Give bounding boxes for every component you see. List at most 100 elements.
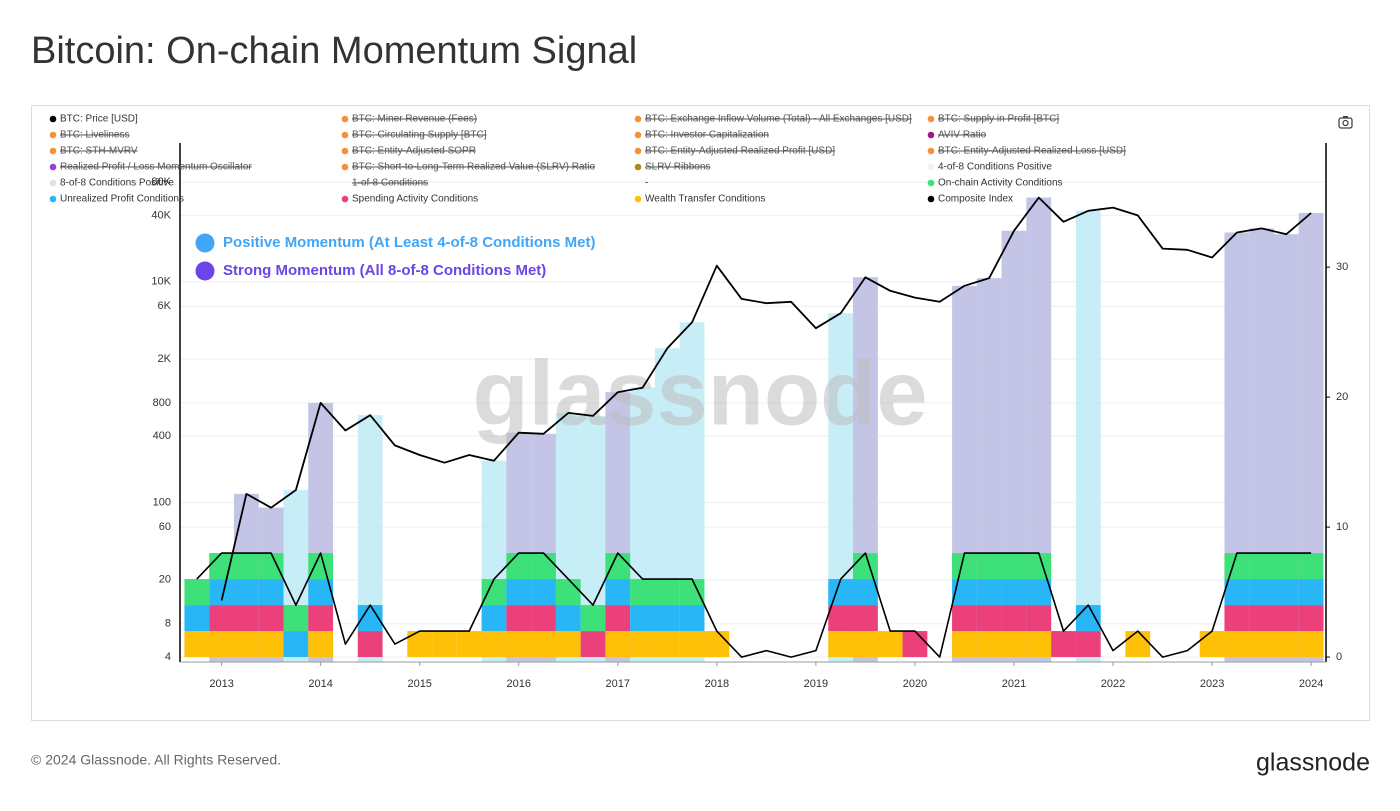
y-tick-label: 400: [153, 430, 171, 442]
condition-segment: [679, 605, 705, 632]
condition-segment: [481, 605, 507, 632]
condition-segment: [209, 605, 234, 632]
condition-segment: [1273, 579, 1299, 606]
momentum-band: [1076, 211, 1101, 662]
condition-segment: [654, 579, 680, 606]
y2-tick-label: 20: [1336, 391, 1348, 403]
legend-entry[interactable]: -: [645, 178, 648, 189]
legend-entry[interactable]: BTC: Entity-Adjusted Realized Loss [USD]: [938, 146, 1126, 157]
x-tick-label: 2024: [1299, 678, 1323, 690]
condition-segment: [1224, 631, 1250, 658]
legend-entry[interactable]: BTC: Exchange Inflow Volume (Total) - Al…: [645, 114, 912, 125]
legend-entry[interactable]: 8-of-8 Conditions Positive: [60, 178, 174, 189]
condition-segment: [976, 553, 1002, 580]
condition-segment: [976, 605, 1002, 632]
momentum-band: [1125, 215, 1150, 662]
legend-entry[interactable]: 4-of-8 Conditions Positive: [938, 162, 1052, 173]
condition-segment: [654, 631, 680, 658]
legend-swatch: [341, 163, 349, 171]
condition-segment: [1298, 631, 1324, 658]
legend-entry[interactable]: BTC: Entity-Adjusted SOPR: [352, 146, 476, 157]
condition-segment: [1224, 579, 1250, 606]
legend-entry[interactable]: BTC: STH-MVRV: [60, 146, 138, 157]
condition-segment: [952, 553, 977, 580]
legend-entry[interactable]: BTC: Short-to-Long-Term Realized Value (…: [352, 162, 596, 173]
legend-swatch: [49, 131, 57, 139]
x-tick-label: 2019: [804, 678, 828, 690]
legend-entry[interactable]: Spending Activity Conditions: [352, 194, 478, 205]
annotation: Strong Momentum (All 8-of-8 Conditions M…: [223, 262, 546, 279]
x-tick-label: 2014: [308, 678, 332, 690]
condition-segment: [531, 553, 556, 580]
legend-entry[interactable]: BTC: Supply in Profit [BTC]: [938, 114, 1059, 125]
legend-swatch: [634, 163, 642, 171]
y-tick-label: 10K: [151, 276, 171, 288]
legend-entry[interactable]: BTC: Price [USD]: [60, 114, 138, 125]
legend-entry[interactable]: 1-of-8 Conditions: [352, 178, 428, 189]
condition-segment: [506, 605, 532, 632]
footer: © 2024 Glassnode. All Rights Reserved.: [31, 752, 281, 768]
legend-entry[interactable]: Unrealized Profit Conditions: [60, 194, 184, 205]
x-tick-label: 2021: [1002, 678, 1026, 690]
legend-swatch: [927, 131, 935, 139]
x-tick-label: 2023: [1200, 678, 1224, 690]
condition-segment: [828, 605, 854, 632]
legend-entry[interactable]: Wealth Transfer Conditions: [645, 194, 765, 205]
watermark: glassnode: [472, 342, 927, 444]
x-tick-label: 2020: [903, 678, 927, 690]
y-tick-label: 2K: [158, 353, 172, 365]
legend-entry[interactable]: BTC: Miner Revenue (Fees): [352, 114, 477, 125]
legend-entry[interactable]: BTC: Entity-Adjusted Realized Profit [US…: [645, 146, 835, 157]
x-tick-label: 2017: [606, 678, 630, 690]
condition-segment: [283, 605, 309, 632]
y-tick-label: 4: [165, 651, 171, 663]
condition-segment: [1026, 553, 1052, 580]
condition-segment: [283, 631, 309, 658]
condition-segment: [605, 605, 631, 632]
condition-segment: [952, 579, 977, 606]
legend-entry[interactable]: SLRV Ribbons: [645, 162, 710, 173]
momentum-band: [927, 302, 952, 662]
condition-segment: [184, 631, 210, 658]
condition-segment: [308, 631, 334, 658]
condition-segment: [654, 605, 680, 632]
condition-segment: [1026, 605, 1052, 632]
condition-segment: [1273, 553, 1299, 580]
legend-swatch: [341, 115, 349, 123]
condition-segment: [679, 631, 705, 658]
condition-segment: [952, 631, 977, 658]
legend-entry[interactable]: BTC: Circulating Supply [BTC]: [352, 130, 487, 141]
momentum-band: [1051, 222, 1076, 662]
condition-segment: [233, 631, 259, 658]
y-tick-label: 80K: [151, 176, 171, 188]
condition-segment: [481, 579, 507, 606]
condition-segment: [531, 579, 556, 606]
legend-swatch: [927, 195, 935, 203]
x-tick-label: 2013: [209, 678, 233, 690]
condition-segment: [580, 631, 606, 658]
condition-segment: [456, 631, 482, 658]
y-tick-label: 60: [159, 521, 171, 533]
condition-segment: [630, 579, 655, 606]
legend-entry[interactable]: Composite Index: [938, 194, 1013, 205]
annotation-dot: [195, 233, 215, 253]
legend-swatch: [634, 131, 642, 139]
condition-segment: [828, 579, 854, 606]
legend-entry[interactable]: Realized Profit / Loss Momentum Oscillat…: [60, 162, 252, 173]
condition-segment: [233, 553, 259, 580]
condition-segment: [679, 579, 705, 606]
condition-segment: [308, 605, 334, 632]
y-tick-label: 40K: [151, 209, 171, 221]
legend-entry[interactable]: BTC: Liveliness: [60, 130, 129, 141]
condition-segment: [555, 631, 581, 658]
price-line: [220, 196, 1312, 601]
condition-segment: [308, 553, 334, 580]
legend-entry[interactable]: BTC: Investor Capitalization: [645, 130, 769, 141]
condition-segment: [877, 631, 903, 658]
legend-swatch: [927, 179, 935, 187]
legend-entry[interactable]: On-chain Activity Conditions: [938, 178, 1063, 189]
camera-icon[interactable]: [1338, 116, 1353, 129]
legend-entry[interactable]: AVIV Ratio: [938, 130, 987, 141]
y2-tick-label: 30: [1336, 261, 1348, 273]
condition-segment: [258, 631, 284, 658]
